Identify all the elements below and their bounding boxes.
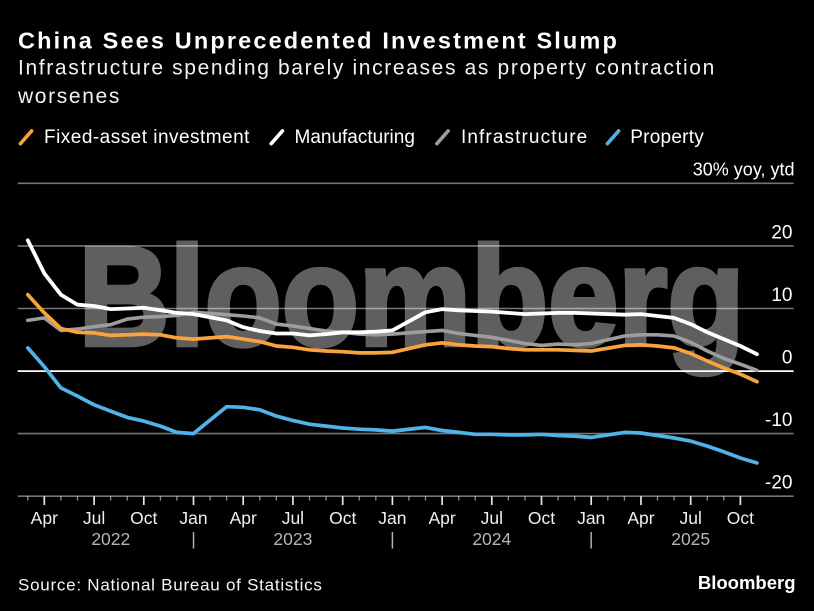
svg-text:20: 20 [771, 222, 792, 243]
svg-text:Oct: Oct [329, 508, 356, 528]
svg-text:Property: Property [630, 127, 704, 148]
svg-text:Manufacturing: Manufacturing [295, 127, 415, 148]
svg-text:|: | [191, 529, 196, 549]
svg-text:Jan: Jan [378, 508, 406, 528]
svg-text:Infrastructure spending barely: Infrastructure spending barely increases… [18, 57, 716, 80]
svg-text:Oct: Oct [528, 508, 555, 528]
svg-text:Source: National Bureau of Sta: Source: National Bureau of Statistics [18, 576, 323, 595]
svg-text:|: | [589, 529, 594, 549]
svg-text:2023: 2023 [273, 529, 312, 549]
svg-text:Jul: Jul [83, 508, 105, 528]
svg-text:Jan: Jan [577, 508, 605, 528]
svg-text:Jul: Jul [680, 508, 702, 528]
svg-text:China Sees Unprecedented Inves: China Sees Unprecedented Investment Slum… [18, 27, 619, 53]
svg-text:Jul: Jul [282, 508, 304, 528]
svg-text:Jan: Jan [179, 508, 207, 528]
svg-text:2022: 2022 [91, 529, 130, 549]
svg-text:10: 10 [771, 285, 792, 306]
svg-text:2025: 2025 [671, 529, 710, 549]
svg-text:Oct: Oct [727, 508, 754, 528]
svg-text:worsenes: worsenes [17, 85, 121, 108]
svg-text:Fixed-asset investment: Fixed-asset investment [44, 127, 250, 148]
svg-text:-20: -20 [765, 473, 792, 494]
svg-text:30% yoy, ytd: 30% yoy, ytd [693, 159, 795, 179]
svg-text:Apr: Apr [627, 508, 654, 528]
svg-text:Apr: Apr [230, 508, 257, 528]
svg-text:Apr: Apr [31, 508, 58, 528]
svg-text:Oct: Oct [130, 508, 157, 528]
svg-text:Bloomberg: Bloomberg [698, 572, 796, 593]
svg-text:|: | [390, 529, 395, 549]
svg-text:2024: 2024 [472, 529, 511, 549]
svg-text:0: 0 [782, 348, 793, 369]
svg-text:Jul: Jul [481, 508, 503, 528]
svg-text:Infrastructure: Infrastructure [461, 127, 588, 148]
svg-text:Apr: Apr [428, 508, 455, 528]
svg-text:-10: -10 [765, 410, 792, 431]
svg-text:Bloomberg: Bloomberg [79, 217, 745, 375]
